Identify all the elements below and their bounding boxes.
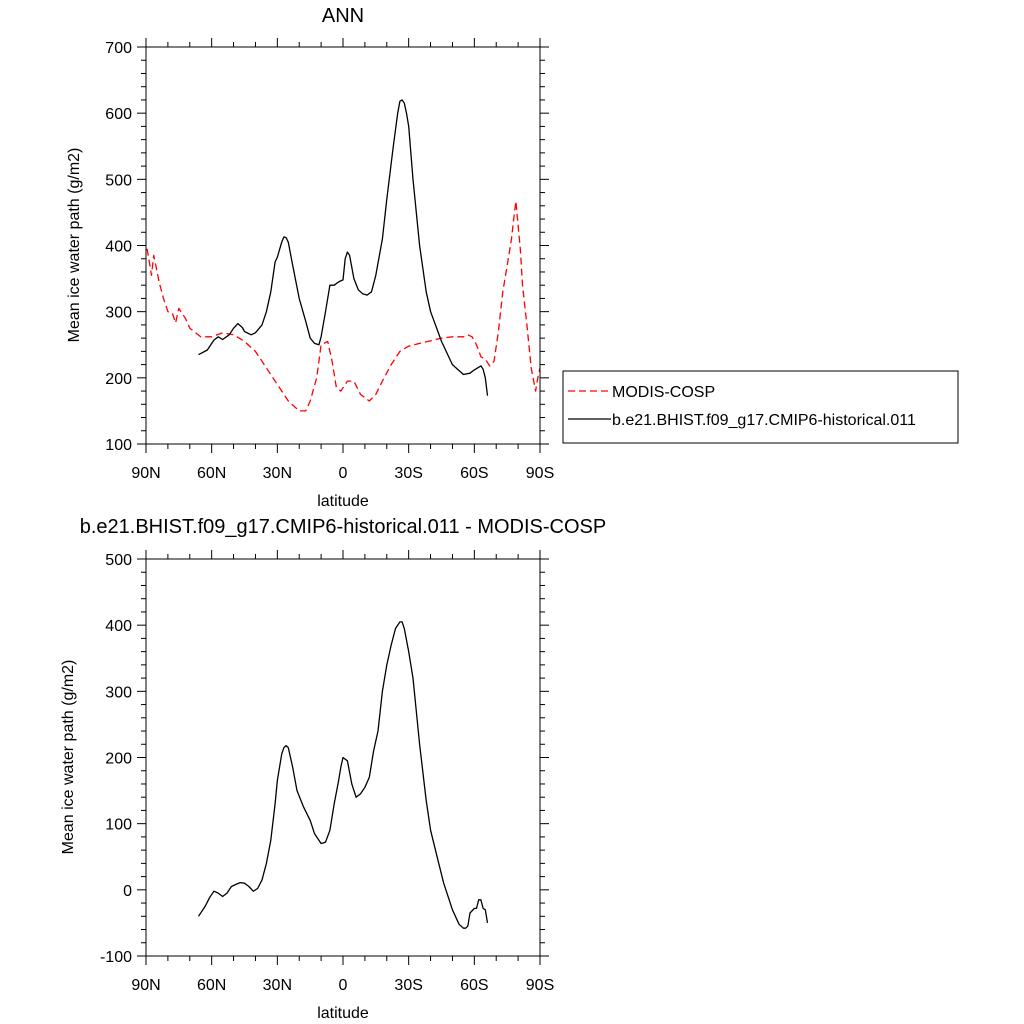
top-chart-ylabel: Mean ice water path (g/m2) xyxy=(66,148,83,343)
x-tick-label: 60N xyxy=(197,465,226,482)
y-tick-label: 700 xyxy=(105,40,132,57)
series-line-modis-cosp xyxy=(146,200,541,412)
x-tick-label: 90N xyxy=(131,977,160,994)
y-tick-label: 300 xyxy=(105,684,132,701)
x-tick-label: 0 xyxy=(339,465,348,482)
x-tick-label: 30N xyxy=(263,465,292,482)
y-tick-label: 100 xyxy=(105,437,132,454)
legend-label-modis: MODIS-COSP xyxy=(612,384,715,401)
series-line-model-0 xyxy=(197,621,489,929)
legend-box xyxy=(562,370,959,444)
legend-label-model: b.e21.BHIST.f09_g17.CMIP6-historical.011 xyxy=(612,412,916,429)
x-tick-label: 60S xyxy=(460,465,488,482)
top-chart-frame xyxy=(145,46,541,445)
top-chart-title: ANN xyxy=(322,5,364,27)
y-tick-label: 100 xyxy=(105,817,132,834)
y-tick-label: 500 xyxy=(105,172,132,189)
x-tick-label: 60S xyxy=(460,977,488,994)
y-tick-label: 400 xyxy=(105,618,132,635)
x-tick-label: 30S xyxy=(394,977,422,994)
x-tick-label: 90N xyxy=(131,465,160,482)
top-chart-legend: MODIS-COSP b.e21.BHIST.f09_g17.CMIP6-his… xyxy=(562,370,959,444)
x-tick-label: 30S xyxy=(394,465,422,482)
x-tick-label: 90S xyxy=(526,977,554,994)
x-tick-label: 30N xyxy=(263,977,292,994)
x-tick-label: 60N xyxy=(197,977,226,994)
y-tick-label: 500 xyxy=(105,552,132,569)
bottom-chart-ylabel: Mean ice water path (g/m2) xyxy=(60,660,77,855)
y-tick-label: 200 xyxy=(105,751,132,768)
top-chart: ANN 100 200 300 400 500 600 700 90N 60N 30N 0 30S 6… xyxy=(66,5,959,510)
y-tick-label: 300 xyxy=(105,305,132,322)
series-line-model-1 xyxy=(198,99,489,396)
y-tick-label: 200 xyxy=(105,371,132,388)
y-tick-label: 0 xyxy=(123,883,132,900)
y-tick-label: -100 xyxy=(100,949,132,966)
y-tick-label: 600 xyxy=(105,106,132,123)
x-tick-label: 0 xyxy=(339,977,348,994)
bottom-chart-xlabel: latitude xyxy=(317,1005,369,1022)
bottom-chart-frame xyxy=(145,558,541,957)
y-tick-label: 400 xyxy=(105,239,132,256)
bottom-chart: b.e21.BHIST.f09_g17.CMIP6-historical.011… xyxy=(60,516,606,1022)
bottom-chart-title: b.e21.BHIST.f09_g17.CMIP6-historical.011… xyxy=(80,516,607,538)
top-chart-xlabel: latitude xyxy=(317,493,369,510)
x-tick-label: 90S xyxy=(526,465,554,482)
